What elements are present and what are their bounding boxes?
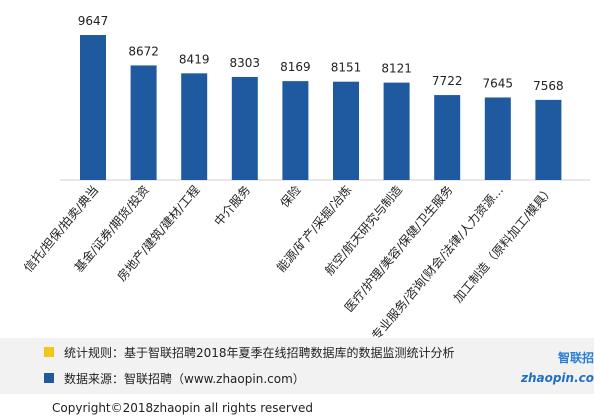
value-label: 9647 — [78, 14, 109, 28]
value-label: 8169 — [280, 60, 311, 74]
value-label: 7568 — [533, 79, 564, 93]
x-tick-label: 房地产/建筑/建材/工程 — [114, 182, 203, 284]
footer-band — [0, 338, 594, 394]
logo-en: zhaopin.co — [520, 371, 594, 385]
bar — [333, 81, 359, 180]
value-label: 7722 — [432, 74, 463, 88]
value-label: 8419 — [179, 52, 210, 66]
bar — [80, 35, 106, 181]
value-label: 8303 — [230, 56, 261, 70]
x-tick-label: 医疗/护理/美容/保健/卫生服务 — [341, 182, 455, 314]
x-tick-label: 加工制造（原料加工/模具） — [451, 183, 557, 305]
value-label: 8672 — [128, 44, 159, 58]
value-label: 7645 — [483, 76, 514, 90]
logo-cn: 智联招 — [557, 350, 594, 365]
value-label: 8151 — [331, 61, 362, 75]
value-label: 8121 — [381, 62, 412, 76]
rules-marker — [44, 347, 54, 357]
rules-text: 统计规则：基于智联招聘2018年夏季在线招聘数据库的数据监测统计分析 — [64, 345, 455, 360]
bar — [181, 73, 208, 180]
bar — [282, 81, 309, 180]
bar — [130, 65, 157, 180]
copyright: Copyright©2018zhaopin all rights reserve… — [52, 401, 313, 415]
bar — [434, 95, 461, 180]
bar — [484, 97, 511, 180]
x-tick-label: 中介服务 — [211, 182, 253, 228]
x-tick-label: 保险 — [277, 182, 304, 210]
bar — [535, 99, 562, 180]
source-marker — [44, 373, 54, 383]
bar — [231, 76, 258, 180]
bar — [383, 82, 410, 180]
source-text: 数据来源：智联招聘（www.zhaopin.com） — [64, 371, 305, 386]
